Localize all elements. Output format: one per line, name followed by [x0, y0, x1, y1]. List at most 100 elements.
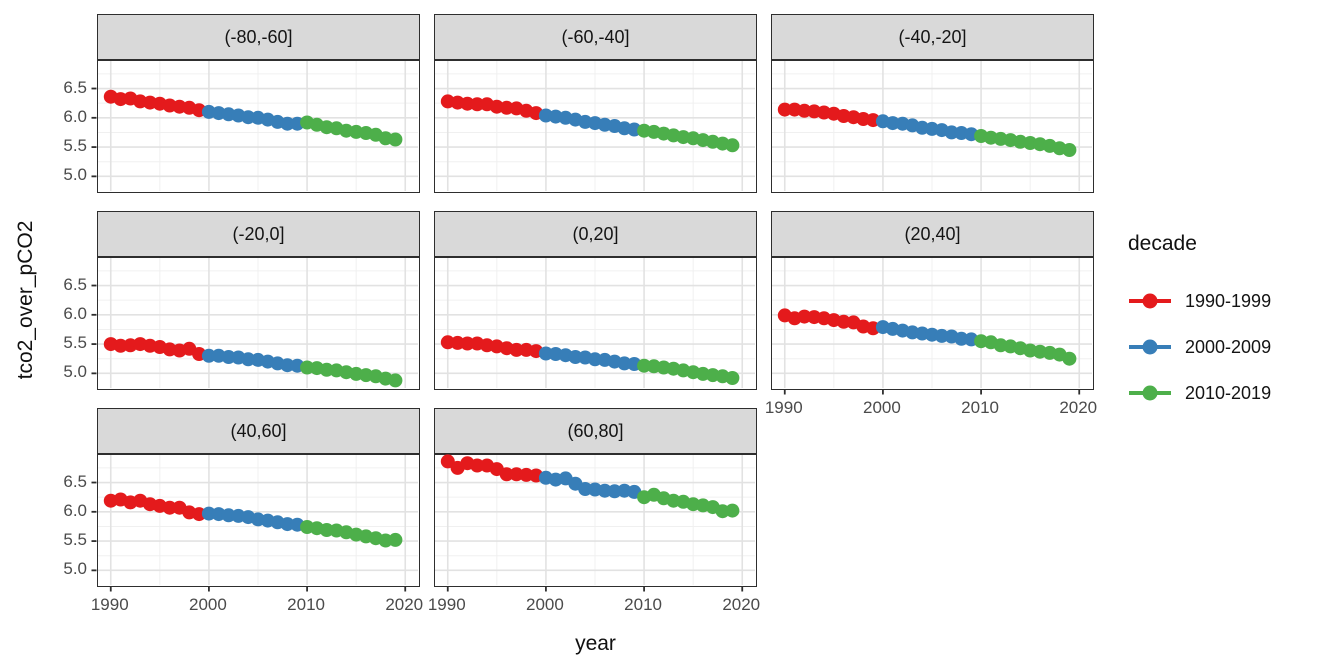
- decade-series: [440, 454, 544, 483]
- facet-strip-label: (-20,0]: [97, 211, 420, 257]
- panel-plot: [772, 258, 1092, 395]
- data-point: [470, 458, 485, 473]
- legend-point-icon: [1142, 293, 1158, 309]
- facet-panel: [434, 454, 757, 592]
- x-axis-title: year: [575, 632, 616, 655]
- data-point: [162, 500, 177, 515]
- data-point: [388, 132, 403, 147]
- y-axis-tick-label: 5.0: [63, 362, 87, 382]
- y-axis-title: tco2_over_pCO2: [14, 220, 37, 380]
- data-point: [280, 358, 295, 373]
- y-axis-tick-label: 6.5: [63, 77, 87, 97]
- legend-entry-label: 2000-2009: [1185, 336, 1272, 357]
- data-point: [470, 97, 485, 112]
- y-axis-tick-label: 5.5: [63, 530, 87, 550]
- legend-key-icon: [1129, 385, 1171, 401]
- facet-strip-label: (20,40]: [771, 211, 1094, 257]
- legend-entry: 1990-1999: [1128, 278, 1338, 324]
- x-axis-tick-label: 2020: [722, 595, 761, 614]
- decade-series: [538, 346, 642, 371]
- decade-series: [538, 108, 642, 137]
- x-axis-tick-label: 2020: [385, 595, 424, 614]
- facet-strip-label: (-40,-20]: [771, 14, 1094, 60]
- decade-series: [300, 520, 403, 548]
- y-axis-tick-label: 6.5: [63, 471, 87, 491]
- decade-series: [103, 492, 207, 522]
- decade-series: [440, 94, 544, 121]
- facet-panel: [91, 454, 420, 592]
- y-axis-tick-label: 5.0: [63, 559, 87, 579]
- x-axis-tick-label: 1990: [90, 595, 129, 614]
- decade-series: [974, 129, 1077, 157]
- data-point: [509, 342, 524, 357]
- x-axis-tick-label: 2000: [862, 398, 901, 417]
- x-axis-tick-label: 2020: [1059, 398, 1098, 417]
- data-point: [460, 336, 475, 351]
- data-point: [388, 373, 403, 388]
- y-axis-tick-label: 6.0: [63, 303, 87, 323]
- legend-entry-label: 2010-2019: [1185, 382, 1272, 403]
- decade-series: [440, 335, 544, 359]
- panel-plot: [435, 454, 755, 592]
- panel-plot: [772, 61, 1092, 191]
- data-point: [725, 371, 740, 385]
- legend-title: decade: [1128, 232, 1197, 255]
- legend-key-icon: [1129, 293, 1171, 309]
- data-point: [725, 503, 740, 518]
- facet-panel: [91, 60, 420, 193]
- facet-panel: [91, 257, 420, 390]
- x-axis-tick-label: 2000: [188, 595, 227, 614]
- facet-strip-label: (-80,-60]: [97, 14, 420, 60]
- legend-key-icon: [1129, 339, 1171, 355]
- legend-entry: 2000-2009: [1128, 324, 1338, 370]
- decade-series: [875, 320, 979, 347]
- legend-point-icon: [1142, 385, 1158, 401]
- y-axis-tick-label: 6.5: [63, 274, 87, 294]
- y-axis-tick-label: 5.5: [63, 333, 87, 353]
- decade-series: [300, 360, 403, 388]
- decade-series: [201, 506, 305, 532]
- decade-series: [777, 308, 881, 336]
- data-point: [617, 356, 632, 371]
- decade-series: [103, 89, 207, 118]
- decade-series: [201, 348, 305, 373]
- panel-plot: [435, 61, 755, 191]
- data-point: [280, 517, 295, 532]
- facet-panel: [771, 257, 1094, 395]
- legend: decade 1990-1999 2000-2009 2010-2019: [1128, 232, 1338, 416]
- facet-panel: [434, 257, 757, 390]
- data-point: [280, 116, 295, 131]
- panel-plot: [435, 258, 755, 388]
- facet-strip-label: (60,80]: [434, 408, 757, 454]
- legend-entries: 1990-1999 2000-2009 2010-2019: [1128, 278, 1338, 416]
- decade-series: [201, 104, 305, 131]
- x-axis-tick-label: 2010: [624, 595, 662, 614]
- panel-plot: [91, 455, 418, 592]
- panel-plot: [91, 61, 418, 191]
- data-point: [954, 331, 969, 346]
- data-point: [388, 532, 403, 547]
- facet-strip-label: (40,60]: [97, 408, 420, 454]
- panel-plot: [91, 258, 418, 388]
- facet-panel: [434, 60, 757, 193]
- decade-series: [637, 123, 740, 153]
- decade-series: [637, 487, 740, 519]
- data-point: [777, 102, 792, 117]
- data-point: [201, 348, 216, 363]
- legend-point-icon: [1142, 339, 1158, 355]
- y-axis-tick-label: 6.0: [63, 500, 87, 520]
- facet-strip-label: (0,20]: [434, 211, 757, 257]
- y-axis-tick-label: 5.5: [63, 136, 87, 156]
- y-axis-tick-label: 6.0: [63, 106, 87, 126]
- decade-series: [300, 115, 403, 147]
- data-point: [499, 467, 514, 482]
- data-point: [1062, 351, 1077, 366]
- decade-series: [777, 102, 881, 128]
- legend-entry: 2010-2019: [1128, 370, 1338, 416]
- data-point: [725, 138, 740, 153]
- legend-entry-label: 1990-1999: [1185, 290, 1272, 311]
- facet-panel: [771, 60, 1094, 193]
- decade-series: [875, 114, 979, 142]
- y-axis-tick-label: 5.0: [63, 165, 87, 185]
- data-point: [885, 116, 900, 131]
